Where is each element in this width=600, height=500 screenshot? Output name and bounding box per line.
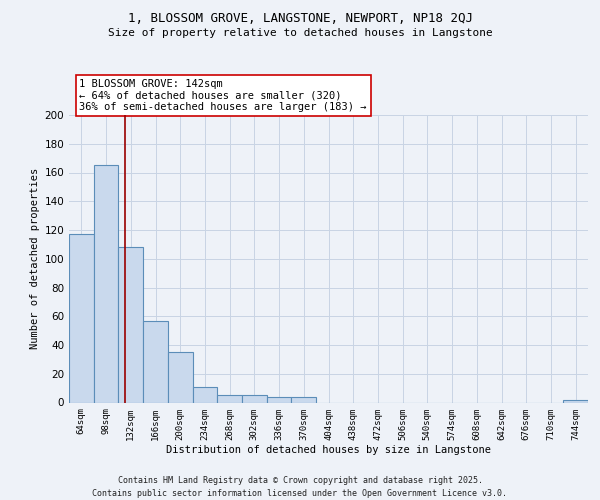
Bar bbox=[94, 166, 118, 402]
Bar bbox=[118, 247, 143, 402]
Bar bbox=[267, 397, 292, 402]
Bar bbox=[168, 352, 193, 403]
Bar bbox=[242, 396, 267, 402]
Bar bbox=[563, 400, 588, 402]
Text: 1, BLOSSOM GROVE, LANGSTONE, NEWPORT, NP18 2QJ: 1, BLOSSOM GROVE, LANGSTONE, NEWPORT, NP… bbox=[128, 12, 473, 26]
Text: 1 BLOSSOM GROVE: 142sqm
← 64% of detached houses are smaller (320)
36% of semi-d: 1 BLOSSOM GROVE: 142sqm ← 64% of detache… bbox=[79, 79, 367, 112]
Bar bbox=[69, 234, 94, 402]
Bar bbox=[217, 396, 242, 402]
X-axis label: Distribution of detached houses by size in Langstone: Distribution of detached houses by size … bbox=[166, 445, 491, 455]
Bar bbox=[143, 320, 168, 402]
Bar bbox=[292, 397, 316, 402]
Y-axis label: Number of detached properties: Number of detached properties bbox=[30, 168, 40, 350]
Bar bbox=[193, 386, 217, 402]
Text: Contains public sector information licensed under the Open Government Licence v3: Contains public sector information licen… bbox=[92, 489, 508, 498]
Text: Contains HM Land Registry data © Crown copyright and database right 2025.: Contains HM Land Registry data © Crown c… bbox=[118, 476, 482, 485]
Text: Size of property relative to detached houses in Langstone: Size of property relative to detached ho… bbox=[107, 28, 493, 38]
